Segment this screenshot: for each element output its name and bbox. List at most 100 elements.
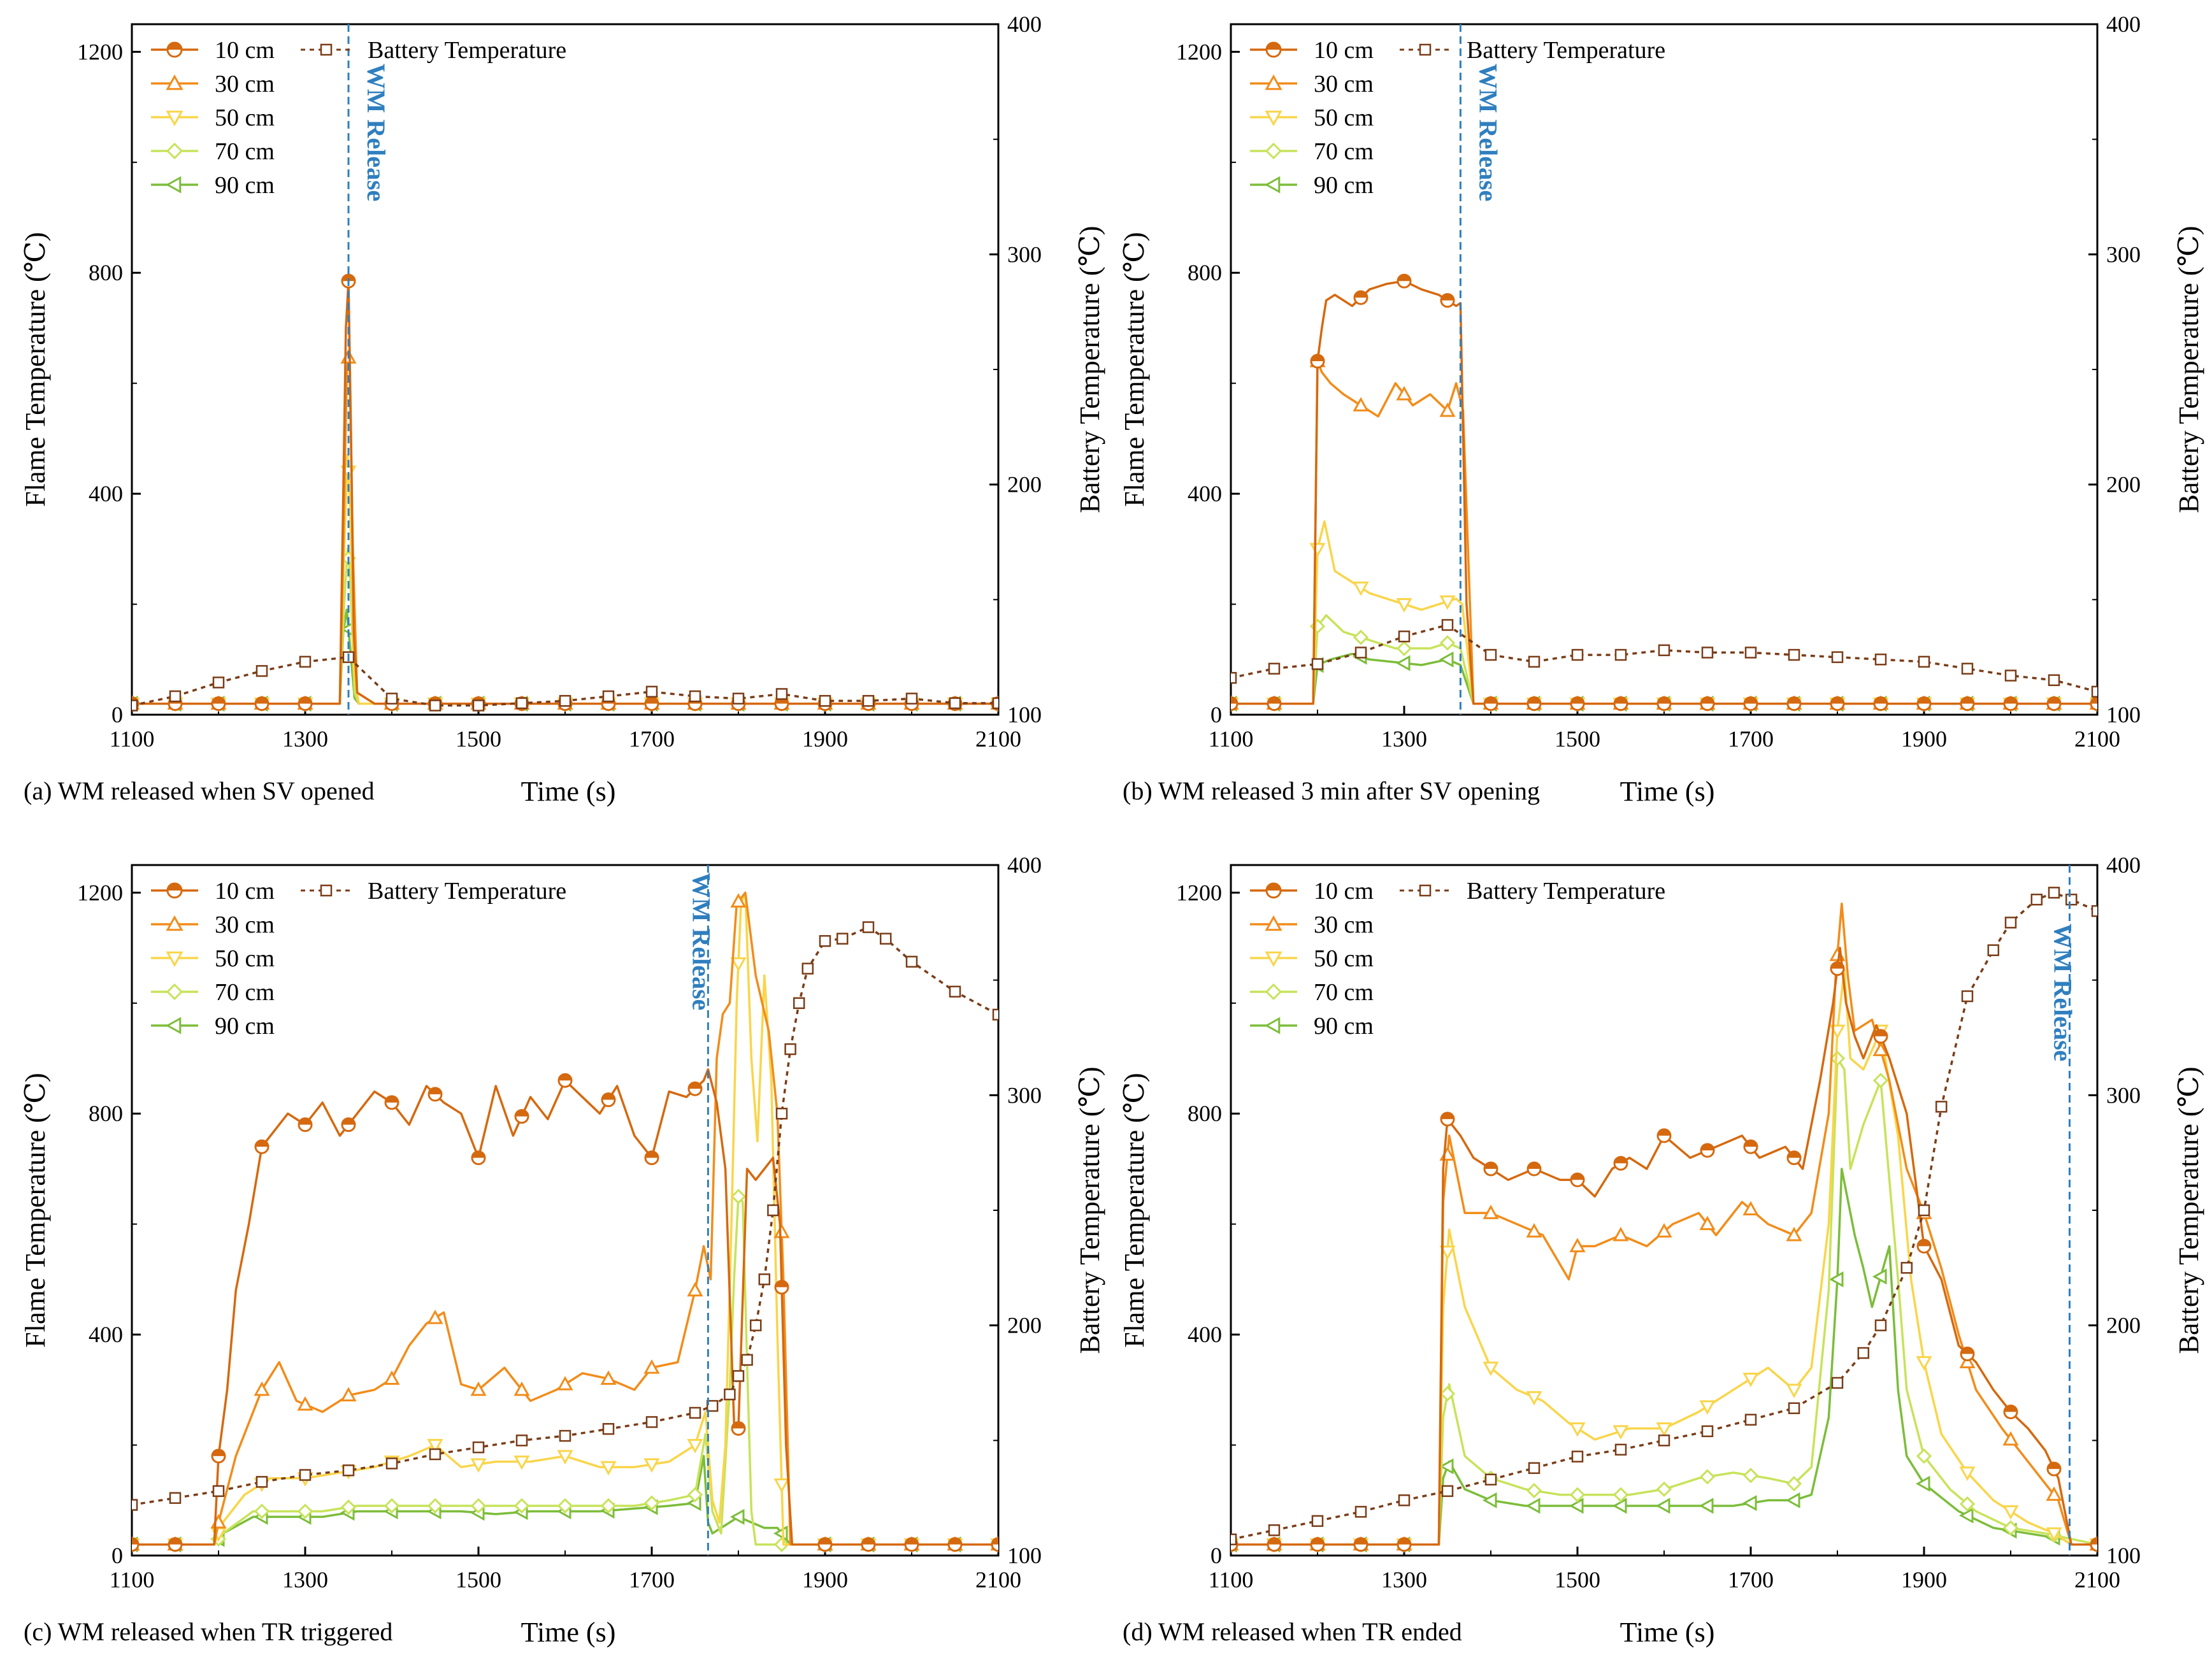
series-marker-30cm-shape bbox=[1483, 1205, 1499, 1219]
battery-marker bbox=[836, 933, 849, 945]
x-tick-label: 2100 bbox=[975, 726, 1021, 752]
x-tick-label: 1700 bbox=[1728, 1567, 1774, 1592]
series-marker-10cm bbox=[211, 1449, 226, 1464]
battery-marker bbox=[1398, 1494, 1411, 1506]
series-marker-10cm bbox=[1440, 1112, 1455, 1127]
y2-tick-label: 300 bbox=[2106, 1082, 2141, 1108]
battery-marker bbox=[1398, 630, 1411, 643]
legend-marker-half bbox=[168, 884, 182, 891]
battery-marker bbox=[949, 697, 961, 710]
plot-area bbox=[132, 891, 998, 1553]
battery-marker bbox=[255, 665, 268, 677]
y-tick-label: 400 bbox=[89, 481, 123, 506]
series-marker-30cm-shape bbox=[2002, 1431, 2019, 1446]
legend-label: 90 cm bbox=[215, 1013, 275, 1040]
panel-caption: (b) WM released 3 min after SV opening bbox=[1123, 776, 1540, 805]
series-marker-10cm bbox=[1526, 1161, 1542, 1177]
legend-label: 10 cm bbox=[1314, 37, 1374, 64]
series-marker-10cm bbox=[2046, 1461, 2062, 1477]
x-axis-label: Time (s) bbox=[521, 776, 616, 807]
series-marker-10cm-half bbox=[2048, 697, 2060, 704]
legend-battery-label: Battery Temperature bbox=[1467, 37, 1665, 64]
legend-marker-shape bbox=[1265, 915, 1282, 931]
battery-marker bbox=[2091, 905, 2097, 917]
series-marker-70cm-shape bbox=[730, 1189, 747, 1205]
x-tick-label: 1900 bbox=[802, 1567, 848, 1592]
x-tick-label: 2100 bbox=[2074, 1567, 2120, 1592]
legend-label: 70 cm bbox=[215, 138, 275, 165]
legend-marker-shape bbox=[166, 142, 183, 160]
series-marker-10cm-half bbox=[1831, 962, 1844, 969]
series-marker-70cm-shape bbox=[470, 1498, 487, 1514]
series-marker-10cm bbox=[2046, 696, 2062, 712]
plot-area bbox=[132, 273, 998, 712]
series-marker-70cm-shape bbox=[1526, 1482, 1542, 1499]
series-marker-70cm bbox=[730, 1189, 747, 1205]
series-marker-30cm bbox=[557, 1376, 573, 1391]
legend-marker-shape bbox=[166, 951, 183, 968]
x-tick-label: 1100 bbox=[110, 1567, 155, 1592]
series-marker-70cm bbox=[1569, 1487, 1586, 1503]
battery-marker bbox=[706, 1399, 719, 1412]
battery-marker bbox=[732, 1370, 745, 1382]
series-marker-50cm bbox=[730, 957, 747, 972]
y2-tick-label: 400 bbox=[1007, 11, 1042, 37]
series-marker-30cm bbox=[1612, 1226, 1629, 1241]
series-line-10cm bbox=[132, 280, 998, 705]
series-marker-50cm bbox=[1699, 1400, 1716, 1415]
series-marker-90cm-shape bbox=[1439, 651, 1454, 668]
y-tick-label: 0 bbox=[111, 1543, 123, 1568]
series-line-70cm bbox=[132, 548, 998, 705]
battery-marker bbox=[758, 1273, 771, 1285]
series-marker-10cm bbox=[947, 1537, 963, 1552]
series-marker-10cm bbox=[1231, 696, 1239, 712]
series-marker-50cm-shape bbox=[1526, 1391, 1542, 1406]
x-axis-label: Time (s) bbox=[1620, 776, 1715, 807]
battery-marker bbox=[689, 1406, 701, 1419]
series-marker-30cm-shape bbox=[254, 1381, 270, 1396]
y-tick-label: 800 bbox=[1188, 260, 1222, 285]
battery-marker bbox=[2048, 887, 2060, 899]
legend-battery-label: Battery Temperature bbox=[368, 878, 566, 905]
series-marker-70cm-shape bbox=[427, 1498, 443, 1514]
series-marker-10cm bbox=[384, 1095, 399, 1110]
legend-marker-shape bbox=[1265, 74, 1282, 90]
y-tick-label: 1200 bbox=[1176, 880, 1222, 905]
series-marker-30cm bbox=[1353, 397, 1369, 411]
series-marker-90cm-shape bbox=[1439, 1458, 1454, 1475]
series-marker-70cm-shape bbox=[1699, 1469, 1716, 1485]
series-marker-10cm bbox=[1483, 1161, 1498, 1177]
series-line-30cm bbox=[132, 348, 998, 705]
series-marker-10cm-half bbox=[2004, 1405, 2017, 1412]
battery-marker bbox=[2004, 669, 2017, 682]
series-line-90cm bbox=[1231, 652, 2097, 705]
series-marker-30cm bbox=[1526, 1223, 1542, 1238]
series-marker-10cm bbox=[1397, 1537, 1412, 1552]
battery-marker bbox=[1231, 671, 1237, 684]
series-marker-50cm bbox=[1309, 543, 1326, 557]
series-marker-90cm bbox=[1439, 1458, 1454, 1475]
battery-marker bbox=[1788, 1402, 1800, 1414]
series-marker-30cm bbox=[514, 1381, 530, 1396]
series-marker-10cm-half bbox=[645, 1151, 658, 1158]
battery-marker bbox=[1528, 1462, 1540, 1474]
series-marker-10cm bbox=[298, 696, 313, 712]
series-marker-70cm bbox=[1656, 1481, 1672, 1498]
series-marker-50cm bbox=[514, 1456, 530, 1470]
series-marker-90cm bbox=[1915, 1475, 1930, 1492]
battery-marker bbox=[2091, 685, 2097, 698]
series-marker-70cm-shape bbox=[1353, 629, 1369, 645]
series-marker-70cm-shape bbox=[297, 1503, 313, 1519]
legend-marker-half bbox=[1267, 884, 1281, 891]
battery-marker bbox=[2030, 893, 2043, 906]
series-marker-30cm bbox=[1699, 1215, 1716, 1231]
series-marker-10cm bbox=[557, 1073, 573, 1088]
x-tick-label: 1300 bbox=[282, 726, 328, 752]
series-marker-30cm bbox=[730, 893, 747, 908]
series-marker-10cm bbox=[1310, 1537, 1325, 1552]
series-marker-10cm bbox=[1700, 696, 1715, 712]
series-marker-30cm bbox=[427, 1310, 443, 1324]
battery-marker bbox=[1961, 662, 1974, 675]
series-marker-10cm bbox=[341, 1117, 356, 1133]
